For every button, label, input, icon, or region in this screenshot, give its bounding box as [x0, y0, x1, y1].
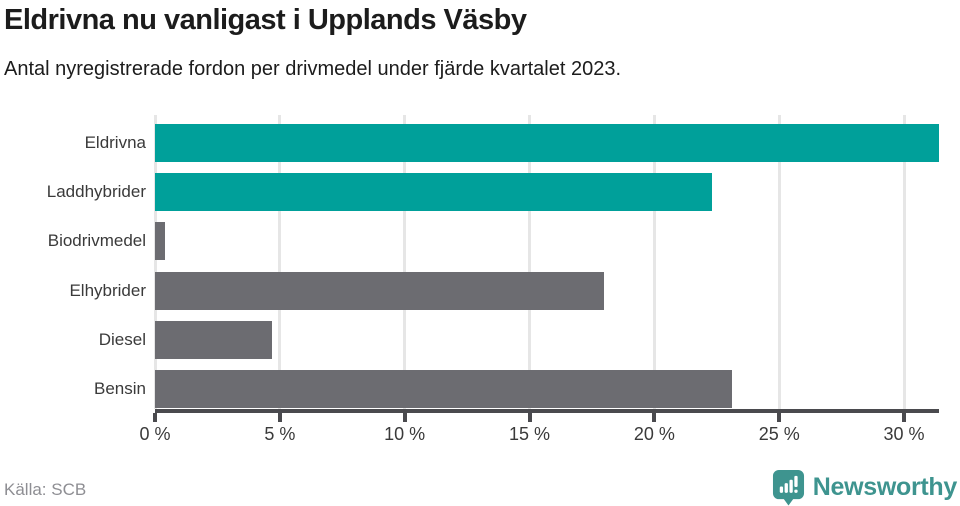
- category-label-eldrivna: Eldrivna: [84, 133, 146, 152]
- x-tick-label-0: 0 %: [139, 424, 171, 444]
- bar-bensin: [155, 369, 732, 408]
- x-tick-label-20: 20 %: [633, 424, 675, 444]
- x-tick-label-25: 25 %: [758, 424, 800, 444]
- newsworthy-logo: Newsworthy: [772, 470, 958, 506]
- gridline-15: [528, 115, 532, 409]
- category-label-biodrivmedel: Biodrivmedel: [47, 231, 146, 251]
- x-tick-10: [402, 413, 407, 422]
- category-label-bensin: Bensin: [94, 378, 146, 398]
- x-tick-30: [902, 413, 907, 422]
- gridline-20: [652, 115, 656, 409]
- category-label-column: Eldrivna Laddhybrider Biodrivmedel Elhybrid…: [0, 0, 146, 505]
- gridline-5: [278, 115, 282, 409]
- newsworthy-bubble-chart-icon: [772, 470, 804, 506]
- x-tick-label-30: 30 %: [883, 424, 925, 444]
- category-label-diesel: Diesel: [98, 329, 146, 349]
- x-axis-line: [155, 409, 939, 413]
- x-tick-label-15: 15 %: [509, 424, 551, 444]
- x-tick-0: [153, 413, 157, 422]
- chart-title: Eldrivna nu vanligast i Upplands Väsby: [4, 4, 527, 36]
- bar-biodrivmedel: [155, 222, 165, 261]
- x-tick-label-5: 5 %: [264, 424, 296, 444]
- x-tick-label-10: 10 %: [384, 424, 426, 444]
- bar-diesel: [155, 320, 273, 359]
- x-tick-15: [527, 413, 532, 422]
- category-label-elhybrider: Elhybrider: [69, 280, 146, 300]
- gridline-10: [403, 115, 407, 409]
- gridline-25: [777, 115, 781, 409]
- gridline-30: [902, 115, 906, 409]
- x-tick-20: [652, 413, 657, 422]
- bar-elhybrider: [155, 271, 605, 310]
- gridline-0: [153, 115, 157, 409]
- newsworthy-wordmark: Newsworthy: [812, 473, 958, 501]
- plot-area: [153, 115, 939, 409]
- x-tick-5: [277, 413, 282, 422]
- bar-eldrivna: [155, 124, 939, 162]
- category-label-laddhybrider: Laddhybrider: [46, 182, 146, 202]
- chart-subtitle: Antal nyregistrerade fordon per drivmede…: [4, 58, 622, 80]
- x-tick-25: [777, 413, 782, 422]
- source-credit: Källa: SCB: [4, 480, 87, 499]
- bar-laddhybrider: [155, 173, 712, 212]
